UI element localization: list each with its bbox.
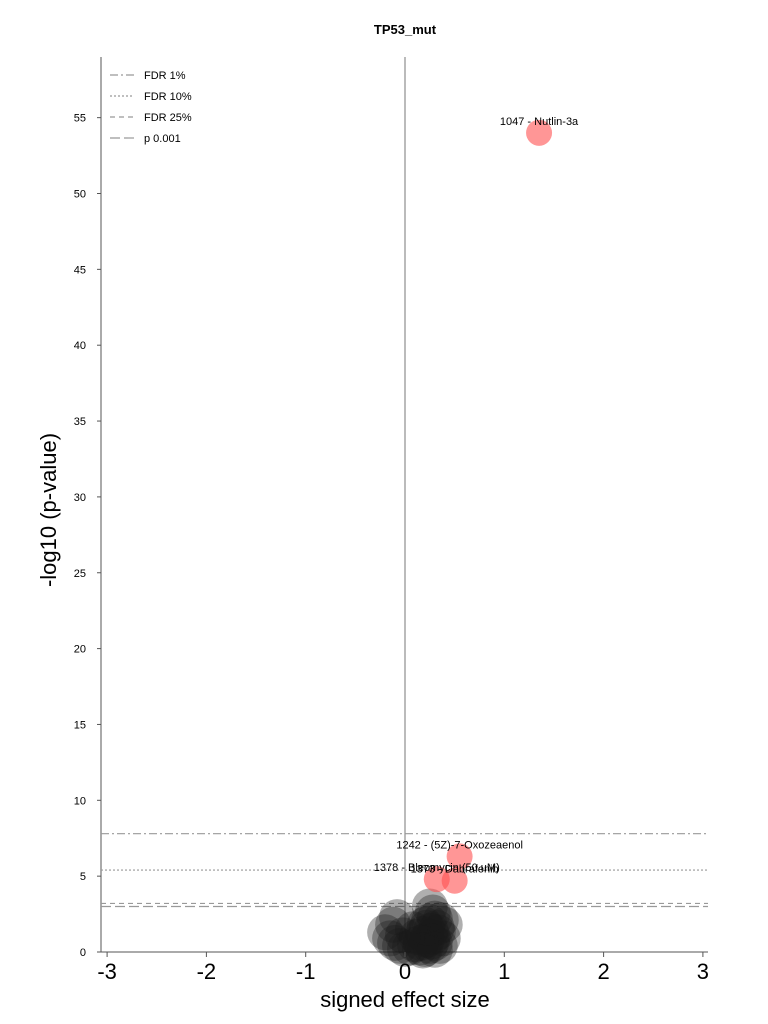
data-point xyxy=(411,888,448,925)
data-point xyxy=(414,918,451,955)
data-point xyxy=(414,894,451,931)
data-point xyxy=(382,927,419,964)
data-point xyxy=(411,927,448,964)
data-point xyxy=(419,914,456,951)
y-tick-label: 10 xyxy=(74,795,86,807)
data-point xyxy=(396,926,433,963)
x-axis-label: signed effect size xyxy=(320,987,490,1012)
y-tick-label: 40 xyxy=(74,340,86,352)
data-point xyxy=(426,906,463,943)
legend-label: FDR 25% xyxy=(144,112,192,124)
chart-title: TP53_mut xyxy=(374,22,437,37)
legend-label: p 0.001 xyxy=(144,133,181,145)
data-point xyxy=(387,930,423,967)
y-tick-label: 20 xyxy=(74,644,86,656)
data-point xyxy=(416,931,453,968)
data-point xyxy=(416,900,453,937)
data-point xyxy=(377,924,414,961)
x-tick-label: -3 xyxy=(97,959,117,984)
y-axis-label: -log10 (p-value) xyxy=(36,433,61,587)
data-point xyxy=(410,903,447,940)
x-tick-label: 0 xyxy=(399,959,411,984)
data-point xyxy=(412,912,449,949)
data-point xyxy=(385,917,422,954)
data-point xyxy=(401,929,438,966)
data-point xyxy=(402,924,439,961)
y-tick-label: 25 xyxy=(74,568,86,580)
x-tick-label: -1 xyxy=(296,959,316,984)
point-label: 1047 - Nutlin-3a xyxy=(500,116,579,128)
y-tick-label: 5 xyxy=(80,871,86,883)
data-point xyxy=(367,914,404,951)
data-point xyxy=(416,924,453,961)
y-ticks: 0 5 10 15 20 25 30 35 40 45 50 55 xyxy=(74,113,101,959)
legend-label: FDR 10% xyxy=(144,91,192,103)
data-point xyxy=(418,909,455,946)
point-label: 1242 - (5Z)-7-Oxozeaenol xyxy=(396,839,523,851)
x-tick-label: 3 xyxy=(697,959,709,984)
y-tick-label: 55 xyxy=(74,113,86,125)
data-point xyxy=(379,899,416,936)
significant-point xyxy=(446,843,473,870)
point-label: 1373 - Dabrafenib xyxy=(411,864,499,876)
y-tick-label: 45 xyxy=(74,264,86,276)
y-tick-label: 50 xyxy=(74,189,86,201)
x-ticks: -3 -2 -1 0 1 2 3 xyxy=(97,952,709,984)
data-point xyxy=(421,927,458,964)
y-tick-label: 35 xyxy=(74,416,86,428)
y-tick-label: 0 xyxy=(80,947,86,959)
data-point xyxy=(394,911,431,948)
y-tick-label: 15 xyxy=(74,719,86,731)
point-label: 1378 - Bleomycin (50 uM) xyxy=(374,862,500,874)
point-annotations: 1047 - Nutlin-3a 1242 - (5Z)-7-Oxozeaenol… xyxy=(374,116,579,876)
background-points xyxy=(367,888,463,969)
data-point xyxy=(408,909,445,946)
data-point xyxy=(398,918,435,955)
threshold-lines xyxy=(101,833,708,908)
legend: FDR 1% FDR 10% FDR 25% p 0.001 xyxy=(110,70,192,145)
data-point xyxy=(372,920,409,957)
data-point xyxy=(406,930,443,967)
data-point xyxy=(404,932,441,969)
significant-points xyxy=(423,119,553,894)
significant-point xyxy=(526,119,553,146)
x-tick-label: 1 xyxy=(498,959,510,984)
data-point xyxy=(404,915,441,952)
x-tick-label: -2 xyxy=(197,959,217,984)
x-tick-label: 2 xyxy=(597,959,609,984)
data-point xyxy=(422,902,459,939)
data-point xyxy=(408,921,445,958)
data-point xyxy=(391,929,428,966)
data-point xyxy=(406,906,443,943)
significant-point xyxy=(441,867,468,894)
data-point xyxy=(375,906,412,943)
data-point xyxy=(413,923,450,960)
legend-label: FDR 1% xyxy=(144,70,186,82)
data-point xyxy=(424,920,461,957)
y-tick-label: 30 xyxy=(74,492,86,504)
